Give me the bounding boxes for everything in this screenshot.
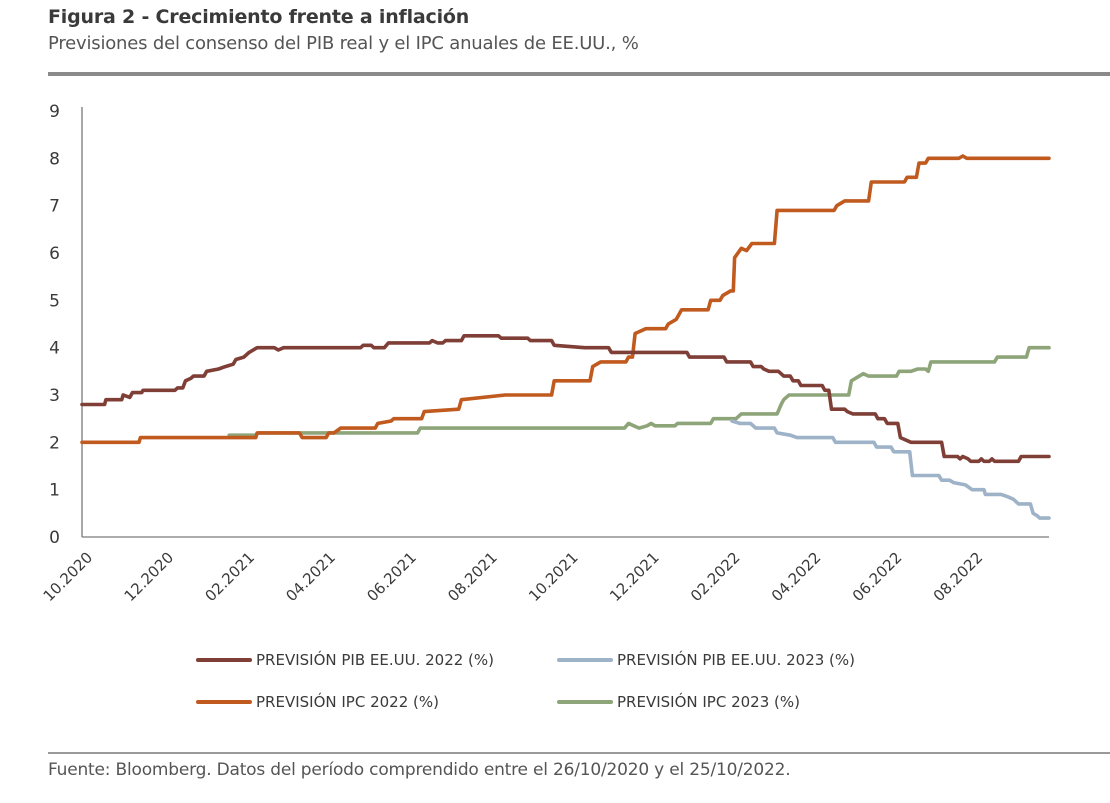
x-tick-label: 08.2022 xyxy=(930,549,987,606)
legend-item-ipc-2023: PREVISIÓN IPC 2023 (%) xyxy=(557,693,800,711)
x-tick-label: 04.2022 xyxy=(768,549,825,606)
legend-swatch-pib-2023 xyxy=(557,658,613,662)
y-tick-label: 4 xyxy=(49,339,60,359)
x-tick-label: 04.2021 xyxy=(282,549,339,606)
y-tick-label: 3 xyxy=(49,386,60,406)
x-tick-label: 12.2021 xyxy=(606,549,663,606)
y-tick-label: 8 xyxy=(49,149,60,169)
series-line-2 xyxy=(730,419,1051,520)
series-line-4 xyxy=(227,345,1051,437)
chart-subtitle: Previsiones del consenso del PIB real y … xyxy=(48,33,639,54)
series-line-3 xyxy=(80,154,1051,445)
x-tick-label: 10.2021 xyxy=(525,549,582,606)
legend-label: PREVISIÓN PIB EE.UU. 2023 (%) xyxy=(617,651,856,669)
chart-title: Figura 2 - Crecimiento frente a inflació… xyxy=(48,6,470,28)
source-note: Fuente: Bloomberg. Datos del período com… xyxy=(48,760,791,780)
y-tick-label: 5 xyxy=(49,291,60,311)
x-tick-label: 02.2022 xyxy=(687,549,744,606)
x-tick-label: 08.2021 xyxy=(444,549,501,606)
axes: 0 1 2 3 4 5 6 7 8 9 10.2020 12.2020 02.2021 04.2021 06… xyxy=(40,102,1049,605)
x-tick-label: 10.2020 xyxy=(40,549,97,606)
y-tick-label: 1 xyxy=(49,481,60,501)
x-tick-label: 12.2020 xyxy=(121,549,178,606)
x-tick-label: 02.2021 xyxy=(201,549,258,606)
y-tick-label: 0 xyxy=(49,528,60,548)
legend-swatch-ipc-2022 xyxy=(196,700,252,704)
y-tick-label: 7 xyxy=(49,197,60,217)
bottom-divider xyxy=(48,752,1110,754)
legend-swatch-pib-2022 xyxy=(196,658,252,662)
series-line-1 xyxy=(80,334,1051,464)
legend-label: PREVISIÓN IPC 2023 (%) xyxy=(617,693,800,711)
legend-label: PREVISIÓN IPC 2022 (%) xyxy=(256,693,439,711)
y-tick-label: 2 xyxy=(49,433,60,453)
legend-swatch-ipc-2023 xyxy=(557,700,613,704)
series-layer xyxy=(80,154,1051,520)
top-divider xyxy=(48,72,1110,76)
legend-item-pib-2022: PREVISIÓN PIB EE.UU. 2022 (%) xyxy=(196,651,494,669)
y-tick-label: 6 xyxy=(49,244,60,264)
legend-label: PREVISIÓN PIB EE.UU. 2022 (%) xyxy=(256,651,495,669)
legend-item-pib-2023: PREVISIÓN PIB EE.UU. 2023 (%) xyxy=(557,651,855,669)
x-tick-label: 06.2021 xyxy=(363,549,420,606)
legend-item-ipc-2022: PREVISIÓN IPC 2022 (%) xyxy=(196,693,439,711)
x-tick-label: 06.2022 xyxy=(849,549,906,606)
y-tick-label: 9 xyxy=(49,102,60,122)
